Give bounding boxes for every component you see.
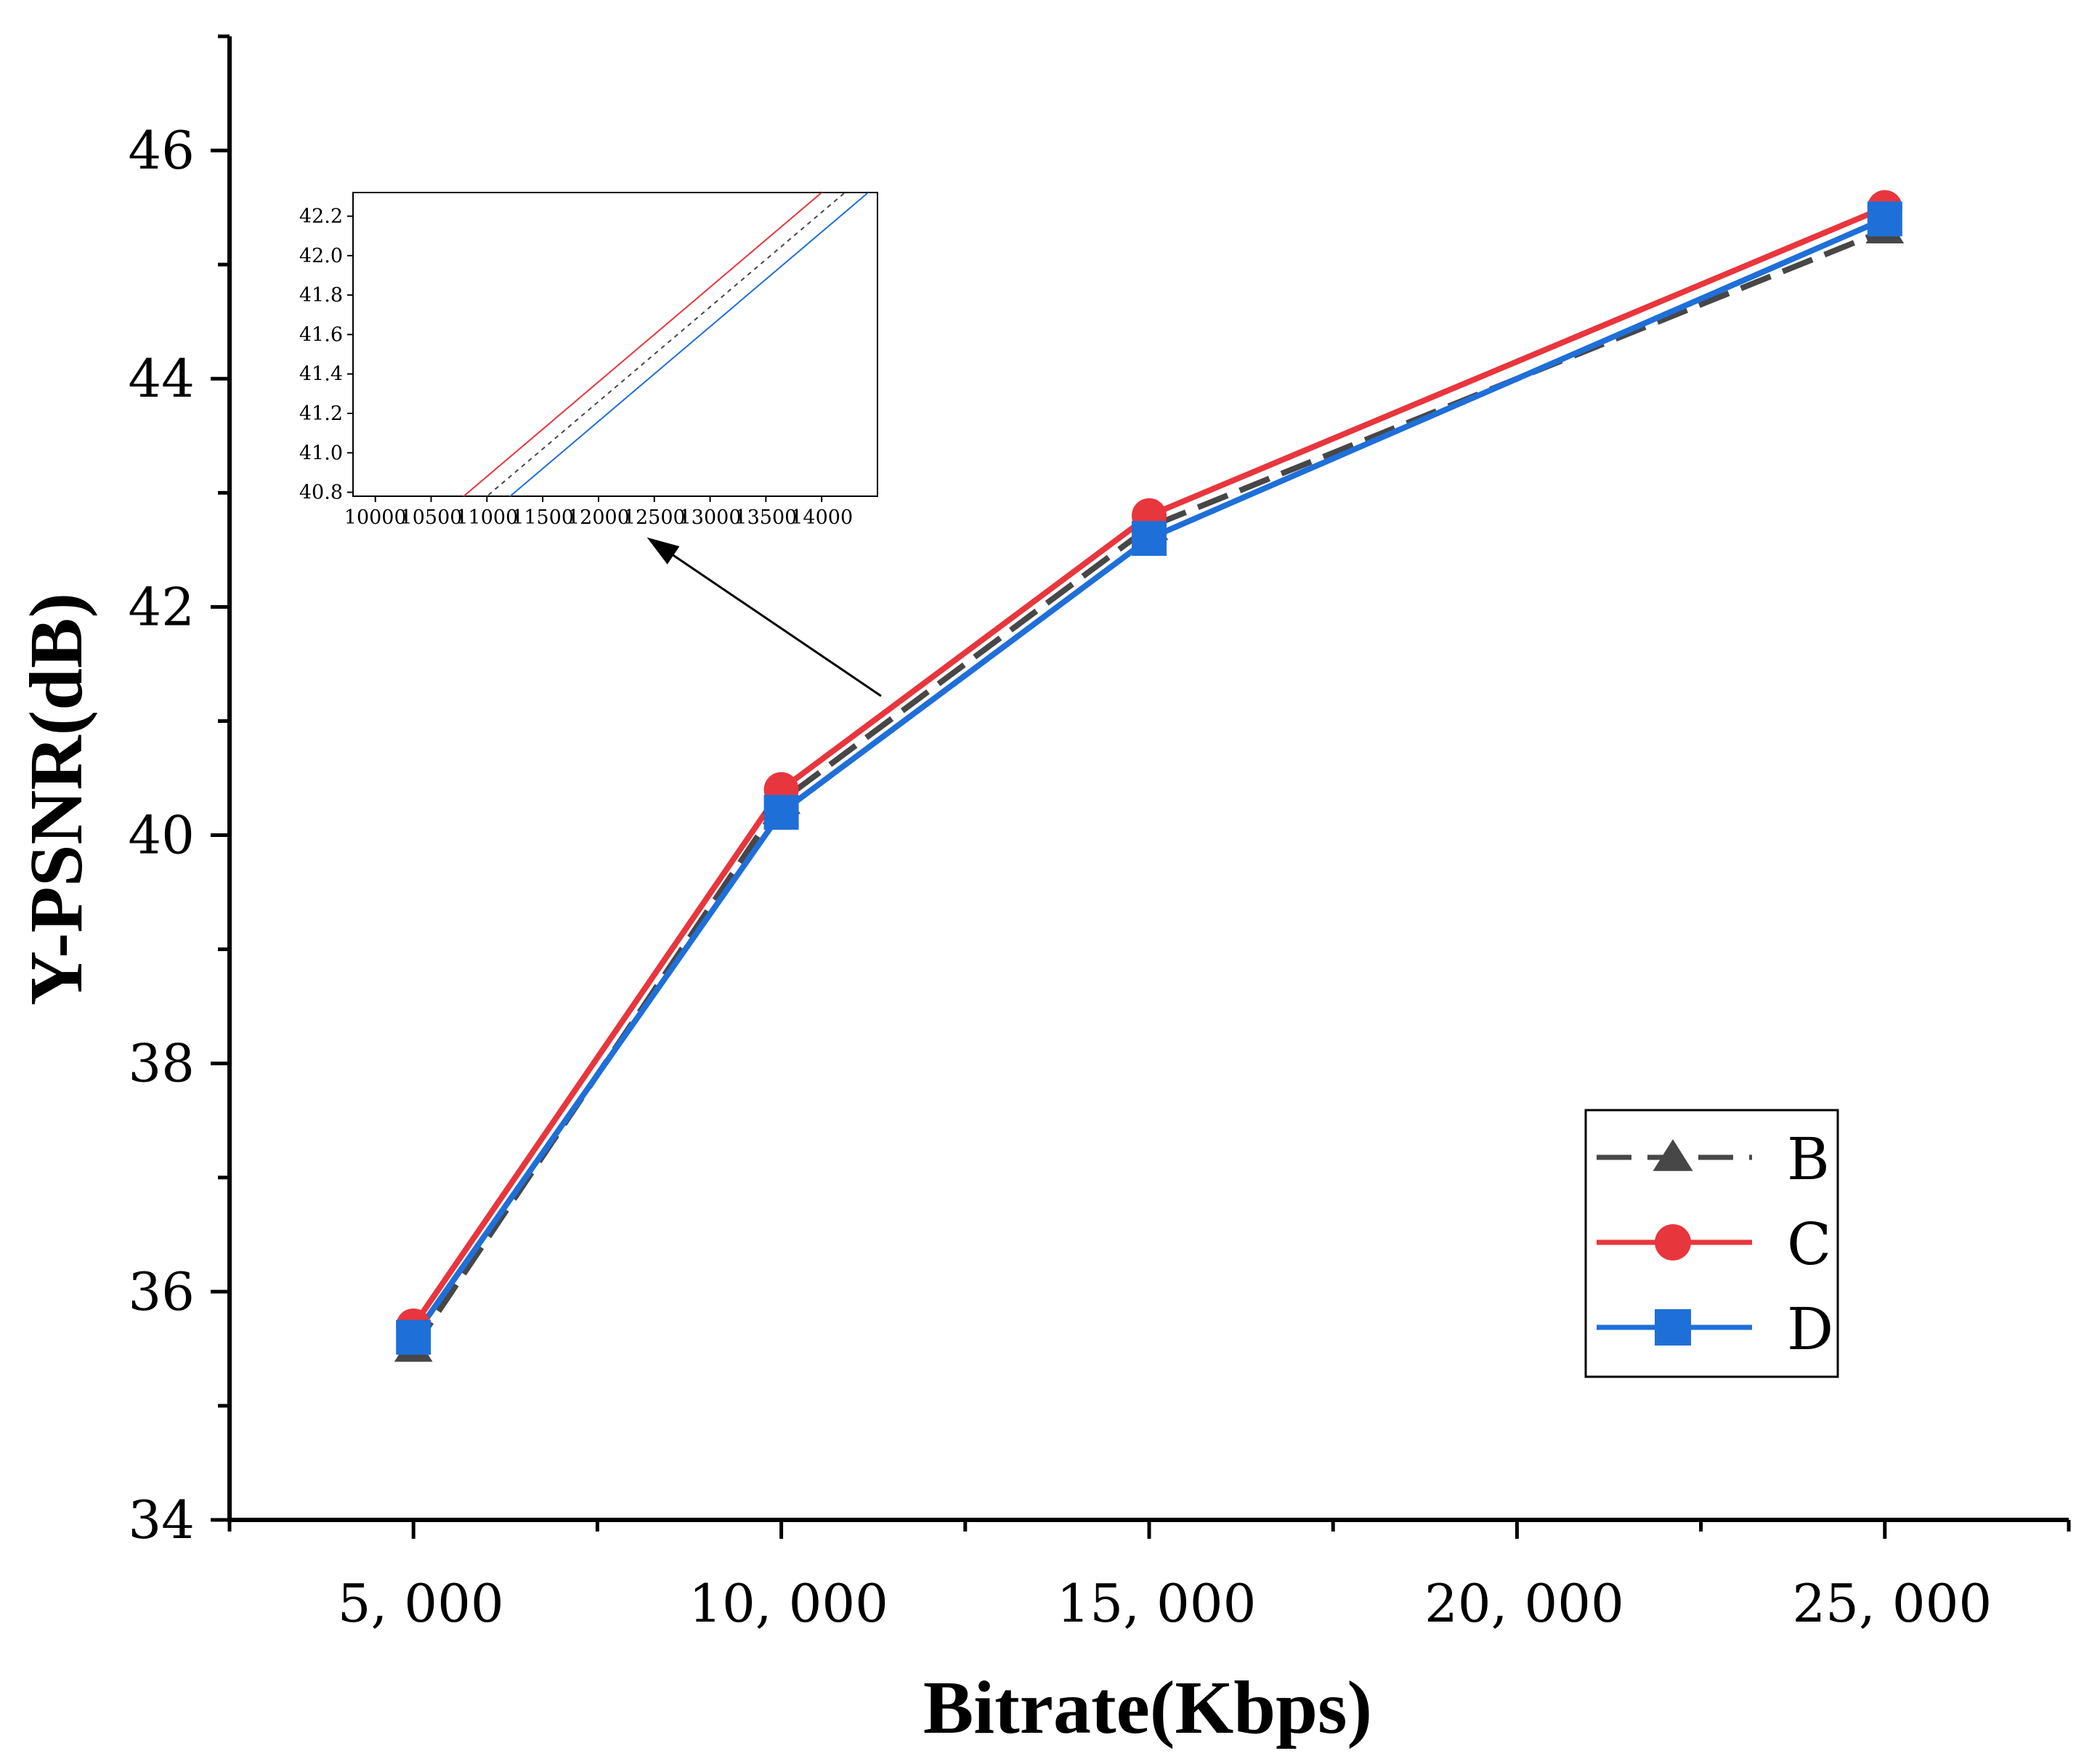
inset-y-tick-label: 42.2 xyxy=(299,206,343,228)
legend-marker-D xyxy=(1655,1309,1691,1346)
x-axis-title: Bitrate(Kbps) xyxy=(923,1666,1372,1749)
x-tick-label: 25, 000 xyxy=(1792,1573,1992,1634)
point-D-2 xyxy=(1132,521,1167,557)
inset-series xyxy=(462,193,869,496)
inset-x-tick-label: 13500 xyxy=(734,506,797,529)
inset-x-tick-label: 13000 xyxy=(679,506,742,529)
legend-marker-C xyxy=(1655,1224,1691,1261)
legend: BCD xyxy=(1584,1109,1839,1378)
inset-x-tick-label: 11000 xyxy=(455,506,518,529)
inset-y-tick-label: 42.0 xyxy=(299,245,343,267)
main-series xyxy=(394,190,1905,1362)
inset-x-tick-label: 12500 xyxy=(623,506,686,529)
legend-marker-B xyxy=(1653,1139,1693,1171)
y-tick-label: 36 xyxy=(128,1261,195,1322)
inset-x-tick-label: 11500 xyxy=(511,506,574,529)
point-D-1 xyxy=(763,795,799,830)
x-tick-label: 5, 000 xyxy=(338,1573,504,1634)
inset-y-tick-label: 41.6 xyxy=(299,323,343,346)
inset-y-tick-label: 41.4 xyxy=(299,363,343,386)
inset-x-tick-label: 10000 xyxy=(344,506,407,529)
x-tick-label: 20, 000 xyxy=(1424,1573,1624,1634)
series-line-C xyxy=(410,204,1886,1328)
x-tick-label: 10, 000 xyxy=(689,1573,888,1634)
inset-x-tick-label: 10500 xyxy=(400,506,463,529)
legend-label-B: B xyxy=(1787,1125,1830,1193)
legend-label-D: D xyxy=(1787,1295,1833,1363)
y-tick-label: 42 xyxy=(128,576,195,637)
annotation-arrow xyxy=(646,537,882,697)
inset-zoom: 40.8 41.0 41.2 41.4 41.6 41.8 42.0 42.2 10000105… xyxy=(299,192,882,697)
inset-y-tick-label: 41.0 xyxy=(299,442,343,464)
inset-y-tick-label: 41.2 xyxy=(299,402,343,425)
y-tick-label: 34 xyxy=(128,1489,195,1550)
point-D-3 xyxy=(1867,201,1902,237)
inset-line-D xyxy=(508,193,869,496)
y-tick-label: 38 xyxy=(128,1033,195,1094)
inset-x-tick-label: 12000 xyxy=(567,506,630,529)
y-tick-label: 46 xyxy=(128,120,195,181)
series-line-D xyxy=(410,216,1886,1339)
y-axis-title: Y-PSNR(dB) xyxy=(15,593,98,1006)
point-D-0 xyxy=(396,1319,431,1355)
y-tick-label: 44 xyxy=(128,348,195,409)
legend-label-C: C xyxy=(1787,1210,1831,1278)
inset-line-C xyxy=(462,193,823,496)
inset-y-tick-label: 41.8 xyxy=(299,284,343,307)
y-tick-label: 40 xyxy=(128,805,195,866)
inset-y-tick-label: 40.8 xyxy=(299,482,343,504)
inset-frame xyxy=(352,192,878,497)
inset-x-tick-label: 14000 xyxy=(790,506,853,529)
main-axes: 34 36 38 40 42 44 46 5, 000 10, 000 15, 000 20, 00… xyxy=(128,34,2071,1634)
x-tick-label: 15, 000 xyxy=(1057,1573,1257,1634)
